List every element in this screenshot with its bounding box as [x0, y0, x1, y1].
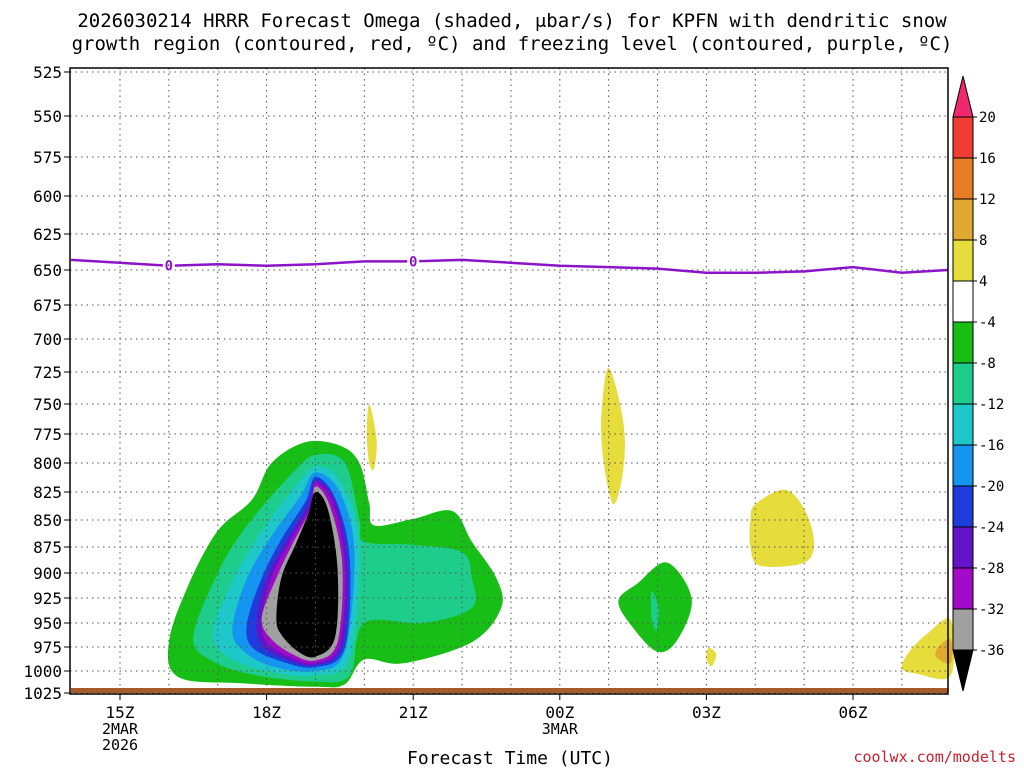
- colorbar-label: -20: [979, 479, 1004, 495]
- x-tick-label: 18Z: [252, 703, 281, 722]
- y-tick-label: 800: [33, 454, 62, 473]
- y-tick-label: 950: [33, 614, 62, 633]
- colorbar-top-arrow: [952, 75, 974, 118]
- freezing-level-label: 0: [409, 254, 417, 270]
- colorbar-label: -24: [979, 520, 1004, 536]
- colorbar-label: 4: [979, 274, 987, 290]
- colorbar-segment-2: [952, 157, 974, 200]
- colorbar-segment-6: [952, 321, 974, 364]
- y-tick-label: 550: [33, 107, 62, 126]
- y-tick-label: 700: [33, 330, 62, 349]
- gridlines: [70, 68, 948, 694]
- y-tick-label: 850: [33, 511, 62, 530]
- credit-text: coolwx.com/modelts: [853, 748, 1016, 766]
- chart-title-line-1: 2026030214 HRRR Forecast Omega (shaded, …: [77, 10, 947, 32]
- x-tick-label: 21Z: [399, 703, 428, 722]
- colorbar-segment-4: [952, 239, 974, 282]
- omega-region-15: [901, 618, 955, 680]
- y-tick-label: 650: [33, 261, 62, 280]
- y-tick-label: 975: [33, 638, 62, 657]
- x-tick-label: 15Z: [106, 703, 135, 722]
- x-tick-label: 00Z: [545, 703, 574, 722]
- colorbar-label: 16: [979, 151, 996, 167]
- y-tick-label: 875: [33, 538, 62, 557]
- colorbar-bottom-arrow: [952, 649, 974, 692]
- y-tick-label: 1000: [23, 662, 62, 681]
- colorbar-label: -16: [979, 438, 1004, 454]
- colorbar-label: -36: [979, 643, 1004, 659]
- colorbar-segment-3: [952, 198, 974, 241]
- colorbar-label: 20: [979, 110, 996, 126]
- chart-title-line-2: growth region (contoured, red, ºC) and f…: [72, 33, 953, 55]
- colorbar-segment-10: [952, 485, 974, 528]
- y-tick-label: 750: [33, 395, 62, 414]
- surface-band: [71, 688, 948, 693]
- y-tick-label: 625: [33, 225, 62, 244]
- y-tick-label: 925: [33, 589, 62, 608]
- freezing-label-bg-1: [407, 253, 420, 269]
- x-axis-label: Forecast Time (UTC): [407, 748, 613, 768]
- colorbar-label: -8: [979, 356, 996, 372]
- x-tick-label: 3MAR: [542, 720, 579, 738]
- x-tick-label: 03Z: [692, 703, 721, 722]
- plot-frame: [69, 67, 949, 695]
- omega-region-11: [366, 403, 377, 471]
- freezing-level-line: [71, 258, 949, 275]
- omega-region-12: [601, 367, 625, 505]
- y-tick-label: 600: [33, 187, 62, 206]
- omega-shading: [167, 367, 955, 688]
- y-tick-label: 825: [33, 483, 62, 502]
- colorbar-label: -32: [979, 602, 1004, 618]
- colorbar-segment-12: [952, 567, 974, 610]
- y-axis: 525 550 575 600 625 650 675 700 725 750 775 800 825 8…: [23, 63, 70, 703]
- x-tick-label: 2MAR: [102, 720, 139, 738]
- y-tick-label: 900: [33, 564, 62, 583]
- colorbar-segment-11: [952, 526, 974, 569]
- colorbar-segment-5: [952, 280, 974, 323]
- colorbar-segment-1: [952, 116, 974, 159]
- colorbar-label: -4: [979, 315, 996, 331]
- freezing-level-label: 0: [165, 259, 173, 275]
- colorbar-label: 8: [979, 233, 987, 249]
- y-tick-label: 1025: [23, 684, 62, 703]
- omega-region-13: [749, 489, 814, 567]
- omega-region-8: [276, 491, 339, 658]
- y-tick-label: 575: [33, 148, 62, 167]
- y-tick-label: 775: [33, 425, 62, 444]
- x-tick-label: 06Z: [839, 703, 868, 722]
- x-tick-label: 2026: [102, 736, 138, 754]
- y-tick-label: 725: [33, 363, 62, 382]
- omega-region-10: [650, 590, 659, 631]
- colorbar-segment-13: [952, 608, 974, 651]
- freezing-label-bg-0: [162, 257, 175, 273]
- colorbar-segment-9: [952, 444, 974, 487]
- omega-region-14: [706, 647, 717, 667]
- colorbar: 20 16 12 8 4 -4 -8 -12 -16 -20 -24 -28 -32 -36: [952, 75, 1004, 692]
- colorbar-label: -28: [979, 561, 1004, 577]
- colorbar-label: -12: [979, 397, 1004, 413]
- colorbar-label: 12: [979, 192, 996, 208]
- colorbar-segment-7: [952, 362, 974, 405]
- y-tick-label: 675: [33, 296, 62, 315]
- colorbar-segment-8: [952, 403, 974, 446]
- y-tick-label: 525: [33, 63, 62, 82]
